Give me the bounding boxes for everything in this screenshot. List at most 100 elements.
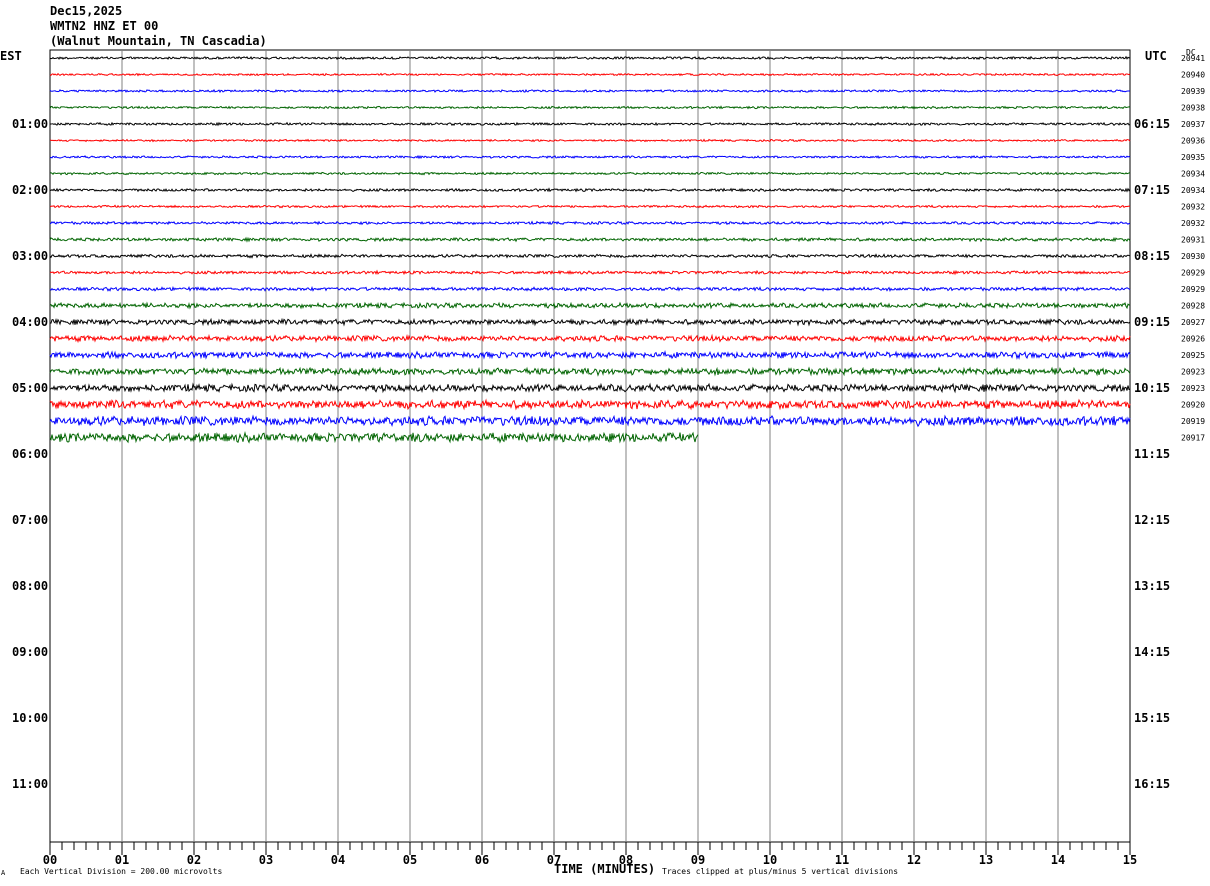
dc-value: 20938 xyxy=(1181,104,1205,113)
x-axis-title: TIME (MINUTES) xyxy=(554,862,656,876)
dc-value: 20936 xyxy=(1181,137,1205,146)
date-label: Dec15,2025 xyxy=(50,4,123,18)
utc-hour-label: 12:15 xyxy=(1134,513,1170,527)
est-hour-label: 04:00 xyxy=(12,315,48,329)
dc-value: 20934 xyxy=(1181,186,1205,195)
x-tick-label: 15 xyxy=(1123,853,1137,867)
trace-row xyxy=(49,88,1131,94)
plot-frame xyxy=(49,49,1131,843)
dc-value: 20923 xyxy=(1181,368,1205,377)
minute-grid xyxy=(121,50,1059,842)
trace-row xyxy=(49,253,1131,259)
trace-row xyxy=(49,317,1131,327)
utc-hour-label: 16:15 xyxy=(1134,777,1170,791)
est-hour-label: 06:00 xyxy=(12,447,48,461)
dc-value: 20937 xyxy=(1181,120,1205,129)
dc-value: 20931 xyxy=(1181,236,1205,245)
utc-hour-label: 07:15 xyxy=(1134,183,1170,197)
utc-hour-label: 14:15 xyxy=(1134,645,1170,659)
trace-row xyxy=(49,105,1131,110)
trace-row xyxy=(49,121,1131,127)
x-tick-label: 08 xyxy=(619,853,633,867)
trace-row xyxy=(49,366,1131,377)
clip-note: Traces clipped at plus/minus 5 vertical … xyxy=(662,867,899,876)
utc-hour-label: 09:15 xyxy=(1134,315,1170,329)
trace-row xyxy=(49,398,1131,411)
trace-row xyxy=(49,204,1131,209)
x-tick-label: 03 xyxy=(259,853,273,867)
dc-value: 20932 xyxy=(1181,219,1205,228)
x-tick-label: 10 xyxy=(763,853,777,867)
x-tick-label: 09 xyxy=(691,853,705,867)
x-tick-label: 07 xyxy=(547,853,561,867)
dc-value: 20930 xyxy=(1181,252,1205,261)
trace-row xyxy=(49,138,1131,143)
trace-row xyxy=(49,382,1131,394)
trace-row xyxy=(49,236,1131,243)
dc-value: 20920 xyxy=(1181,401,1205,410)
trace-row xyxy=(49,431,699,444)
dc-value: 20940 xyxy=(1181,71,1205,80)
trace-row xyxy=(49,285,1131,293)
dc-value: 20935 xyxy=(1181,153,1205,162)
dc-value: 20919 xyxy=(1181,417,1205,426)
dc-value: 20939 xyxy=(1181,87,1205,96)
dc-value: 20932 xyxy=(1181,203,1205,212)
trace-row xyxy=(49,414,1131,428)
trace-row xyxy=(49,72,1131,77)
x-tick-label: 00 xyxy=(43,853,57,867)
dc-value: 20929 xyxy=(1181,269,1205,278)
x-tick-label: 14 xyxy=(1051,853,1065,867)
x-tick-label: 04 xyxy=(331,853,345,867)
est-hour-label: 07:00 xyxy=(12,513,48,527)
dc-value: 20917 xyxy=(1181,434,1205,443)
trace-row xyxy=(49,187,1131,193)
trace-row xyxy=(49,55,1131,61)
est-hour-label: 02:00 xyxy=(12,183,48,197)
utc-hour-label: 06:15 xyxy=(1134,117,1170,131)
est-hour-label: 05:00 xyxy=(12,381,48,395)
dc-value: 20927 xyxy=(1181,318,1205,327)
scale-note: Each Vertical Division = 200.00 microvol… xyxy=(20,867,223,876)
dc-value: 20928 xyxy=(1181,302,1205,311)
trace-row xyxy=(49,171,1131,176)
x-tick-label: 06 xyxy=(475,853,489,867)
trace-row xyxy=(49,333,1131,344)
utc-hour-label: 08:15 xyxy=(1134,249,1170,263)
trace-row xyxy=(49,154,1131,160)
utc-hour-label: 15:15 xyxy=(1134,711,1170,725)
est-label: EST xyxy=(0,49,22,63)
est-hour-label: 08:00 xyxy=(12,579,48,593)
trace-row xyxy=(49,301,1131,310)
dc-value: 20925 xyxy=(1181,351,1205,360)
dc-value: 20926 xyxy=(1181,335,1205,344)
dc-value: 20941 xyxy=(1181,54,1205,63)
axis-labels: 00 01 02 03 04 05 06 07 08 09 10 11 12 13 14 15 01:00 02:… xyxy=(12,54,1205,867)
dc-value: 20929 xyxy=(1181,285,1205,294)
corner-mark: A xyxy=(1,869,6,877)
est-hour-label: 03:00 xyxy=(12,249,48,263)
trace-row xyxy=(49,269,1131,276)
utc-hour-label: 11:15 xyxy=(1134,447,1170,461)
est-hour-label: 09:00 xyxy=(12,645,48,659)
x-tick-label: 13 xyxy=(979,853,993,867)
x-tick-label: 01 xyxy=(115,853,129,867)
utc-hour-label: 10:15 xyxy=(1134,381,1170,395)
dc-value: 20923 xyxy=(1181,384,1205,393)
trace-row xyxy=(49,220,1131,226)
x-tick-label: 05 xyxy=(403,853,417,867)
est-hour-label: 10:00 xyxy=(12,711,48,725)
location-label: (Walnut Mountain, TN Cascadia) xyxy=(50,34,267,48)
utc-label: UTC xyxy=(1145,49,1167,63)
x-tick-label: 11 xyxy=(835,853,849,867)
dc-label: DC xyxy=(1186,48,1196,57)
dc-value: 20934 xyxy=(1181,170,1205,179)
station-label: WMTN2 HNZ ET 00 xyxy=(50,19,159,33)
x-axis-ticks xyxy=(49,842,1131,855)
est-hour-label: 01:00 xyxy=(12,117,48,131)
trace-row xyxy=(49,349,1131,360)
x-tick-label: 12 xyxy=(907,853,921,867)
x-tick-label: 02 xyxy=(187,853,201,867)
est-hour-label: 11:00 xyxy=(12,777,48,791)
